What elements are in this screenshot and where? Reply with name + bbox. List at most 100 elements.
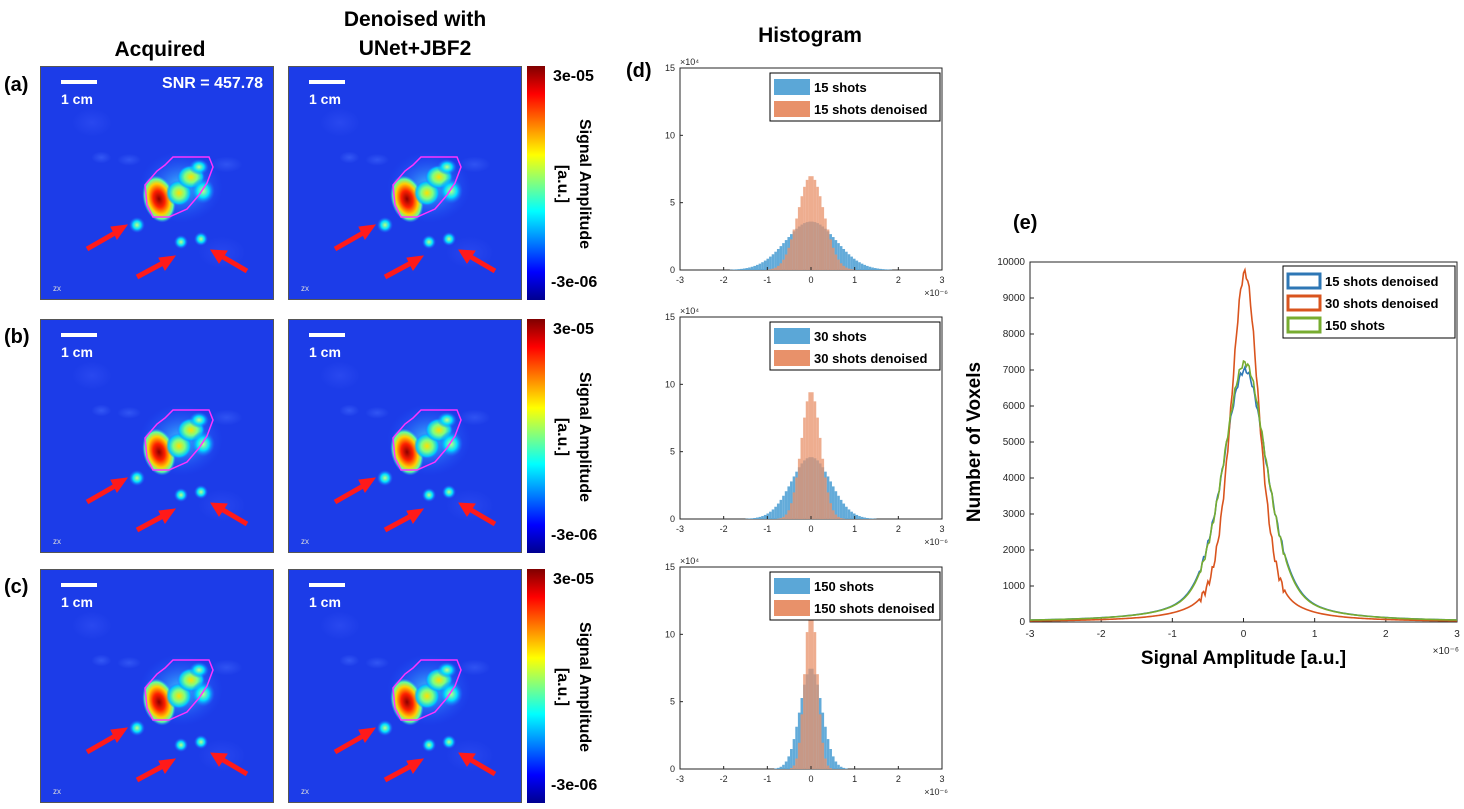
x-tick-label: -3: [676, 275, 684, 285]
legend-label: 150 shots: [1325, 318, 1385, 333]
y-tick-label: 5: [670, 447, 675, 457]
histogram-bar: [787, 247, 791, 270]
snr-label: SNR = 457.78: [162, 75, 263, 92]
histogram-bar: [748, 267, 751, 270]
y-tick-label: 7000: [1003, 365, 1026, 376]
y-tick-label: 3000: [1003, 509, 1026, 520]
histogram-bar: [824, 218, 827, 270]
x-tick-label: -1: [763, 774, 771, 784]
scale-bar-label: 1 cm: [61, 344, 93, 360]
panel-label-d: (d): [626, 60, 652, 82]
histogram-bar: [811, 604, 814, 769]
scale-bar: [61, 80, 97, 84]
y-axis-label: Number of Voxels: [964, 362, 985, 522]
histogram-bar: [842, 265, 846, 270]
histogram-bar: [829, 239, 832, 270]
histogram-bar: [771, 254, 775, 270]
histogram-bar: [834, 254, 838, 270]
histogram-bar: [821, 458, 825, 519]
histogram-bar: [769, 269, 772, 270]
histogram-bar: [755, 517, 759, 519]
scale-bar-label: 1 cm: [61, 594, 93, 610]
histogram-bar: [852, 258, 856, 270]
histogram-bar: [881, 269, 885, 270]
acquired-image-b: 1 cm zx: [40, 319, 274, 553]
series-line-2: [1029, 267, 1458, 622]
histogram-bar: [769, 256, 772, 270]
histogram-legend: 150 shots 150 shots denoised: [769, 571, 941, 621]
histogram-bar: [790, 768, 793, 769]
histogram-bar: [866, 517, 869, 519]
panel-label-b: (b): [4, 326, 30, 348]
histogram-bar: [818, 196, 822, 270]
x-tick-label: 3: [1454, 629, 1460, 640]
series-line-3: [1029, 359, 1458, 621]
histogram-bar: [769, 511, 772, 519]
histogram-bar: [813, 179, 817, 270]
histogram-bar: [800, 196, 804, 270]
histogram-bar: [800, 714, 804, 769]
x-tick-label: 3: [939, 524, 944, 534]
histogram-bar: [782, 516, 785, 519]
histogram-bar: [763, 514, 767, 519]
histogram-bar: [761, 516, 764, 519]
histogram-bar: [750, 518, 754, 519]
histogram-bar: [824, 477, 827, 519]
x-tick-label: 1: [852, 774, 857, 784]
y-tick-label: 0: [1019, 617, 1025, 628]
x-tick-label: 0: [1241, 629, 1247, 640]
legend-swatch: [1286, 316, 1322, 334]
histogram-bar: [763, 260, 767, 270]
y-tick-label: 10: [665, 130, 675, 140]
denoised-image-c: 1 cm zx: [288, 569, 522, 803]
histogram-bar: [816, 186, 819, 270]
x-tick-label: -1: [763, 524, 771, 534]
histogram-bar: [795, 726, 798, 769]
colorbar-min-label: -3e-06: [551, 777, 598, 794]
histogram-bar: [805, 632, 809, 769]
line-chart-axes: -3 -2 -1 0 1 2 3 0 1000 2000 3000 4000 5000 6000 7000 8…: [964, 257, 1460, 669]
histogram-bar: [740, 268, 743, 270]
colorbar-title-line1: Signal Amplitude: [576, 118, 593, 250]
histogram-bar: [847, 509, 851, 519]
y-tick-label: 5000: [1003, 437, 1026, 448]
y-tick-label: 10: [665, 629, 675, 639]
histogram-bar: [839, 263, 843, 270]
histogram-bar: [837, 259, 840, 270]
histogram-legend: 15 shots 15 shots denoised: [769, 72, 941, 122]
scale-bar-label: 1 cm: [309, 594, 341, 610]
histogram-bar: [884, 269, 887, 270]
legend-label: 30 shots: [814, 329, 867, 344]
y-exponent-label: ×10⁴: [680, 57, 699, 67]
x-axis-label: Signal Amplitude [a.u.]: [1141, 648, 1346, 669]
histogram-bar: [779, 766, 783, 769]
histogram-bar: [779, 246, 783, 270]
histogram-bar: [774, 768, 777, 769]
histogram-bar: [831, 247, 835, 270]
scale-bar-label: 1 cm: [309, 344, 341, 360]
x-tick-label: -2: [720, 524, 728, 534]
histogram-bar: [845, 768, 848, 769]
scale-bar: [309, 333, 345, 337]
histogram-bar: [831, 486, 835, 519]
legend-swatch: [774, 350, 810, 366]
histogram-bar: [824, 758, 827, 769]
histogram-legend: 30 shots 30 shots denoised: [769, 321, 941, 371]
histogram-bar: [831, 510, 835, 519]
histogram-bar: [790, 749, 793, 769]
histogram-bar: [847, 268, 851, 270]
histogram-bar: [826, 739, 830, 769]
legend-box: [1282, 265, 1456, 339]
histogram-bar: [816, 417, 819, 519]
histogram-bar: [787, 510, 791, 519]
histogram-bar: [735, 269, 738, 270]
x-tick-label: 2: [896, 275, 901, 285]
histogram-bar: [753, 265, 756, 270]
x-tick-label: -1: [763, 275, 771, 285]
x-tick-label: 2: [896, 774, 901, 784]
histogram-bar: [834, 761, 838, 769]
histogram-bar: [790, 503, 793, 519]
histogram-bar: [803, 186, 806, 270]
histogram-bar: [837, 495, 840, 519]
